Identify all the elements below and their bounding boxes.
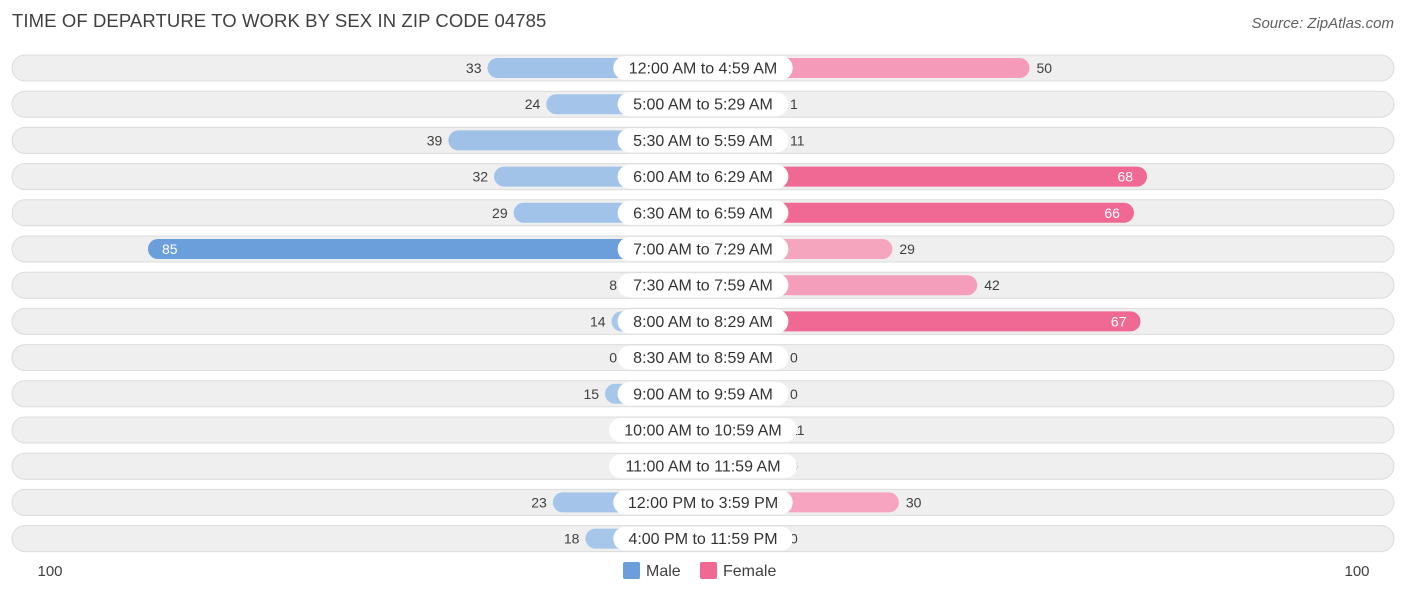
category-label: 8:00 AM to 8:29 AM <box>633 314 773 331</box>
legend-male-swatch <box>623 562 640 579</box>
category-pill <box>617 164 789 189</box>
chart-row: 33 50 12:00 AM to 4:59 AM <box>11 54 1395 82</box>
chart-row: 23 30 12:00 PM to 3:59 PM <box>11 488 1395 516</box>
category-pill <box>617 345 789 370</box>
category-label: 5:00 AM to 5:29 AM <box>633 97 773 114</box>
value-label-female: 29 <box>899 241 915 257</box>
category-label: 11:00 AM to 11:59 AM <box>625 459 780 476</box>
chart-row: 18 0 4:00 PM to 11:59 PM <box>11 525 1395 553</box>
category-pill <box>613 526 793 551</box>
bar-female <box>703 202 1134 223</box>
category-label: 4:00 PM to 11:59 PM <box>628 531 777 548</box>
axis-max-label: 100 <box>1344 563 1369 580</box>
value-label-male: 33 <box>466 60 482 76</box>
category-label: 8:30 AM to 8:59 AM <box>633 350 773 367</box>
value-label-male: 15 <box>583 386 599 402</box>
chart-row: 32 68 6:00 AM to 6:29 AM <box>11 163 1395 191</box>
category-pill <box>617 128 789 153</box>
chart-row: 8 42 7:30 AM to 7:59 AM <box>11 271 1395 299</box>
value-label-female: 0 <box>790 531 798 547</box>
value-label-female: 42 <box>984 277 1000 293</box>
legend: Male Female <box>623 562 776 580</box>
legend-male-label: Male <box>646 563 681 580</box>
chart-row: 85 29 7:00 AM to 7:29 AM <box>11 235 1395 263</box>
axis-min-label: 100 <box>37 563 62 580</box>
bar-female <box>703 166 1148 187</box>
bar-male <box>147 239 703 259</box>
category-label: 5:30 AM to 5:59 AM <box>633 133 773 150</box>
category-pill <box>609 418 797 442</box>
category-label: 12:00 AM to 4:59 AM <box>629 61 778 78</box>
value-label-female: 30 <box>906 494 922 510</box>
category-pill <box>617 309 789 334</box>
value-label-male: 23 <box>531 494 547 510</box>
chart-row: 0 0 8:30 AM to 8:59 AM <box>11 344 1395 372</box>
chart-row: 39 11 5:30 AM to 5:59 AM <box>11 126 1395 154</box>
category-pill <box>617 381 789 406</box>
value-label-female: 1 <box>790 96 798 112</box>
category-pill <box>617 237 789 261</box>
category-pill <box>617 200 789 225</box>
value-label-male: 18 <box>564 531 580 547</box>
bar-female <box>703 311 1141 332</box>
category-label: 10:00 AM to 10:59 AM <box>624 423 781 440</box>
chart-row: 3011:00 AM to 11:59 AM <box>11 452 1395 480</box>
chart-row: 15 0 9:00 AM to 9:59 AM <box>11 380 1395 408</box>
value-label-male: 8 <box>609 277 617 293</box>
source-label: Source: ZipAtlas.com <box>1251 15 1394 32</box>
category-pill <box>617 92 789 117</box>
value-label-male: 24 <box>525 96 541 112</box>
category-pill <box>609 454 797 479</box>
category-label: 7:30 AM to 7:59 AM <box>633 278 773 295</box>
value-label-male: 32 <box>472 169 488 185</box>
value-label-female: 67 <box>1111 313 1127 329</box>
category-label: 6:00 AM to 6:29 AM <box>633 169 773 186</box>
value-label-female: 66 <box>1104 205 1120 221</box>
legend-female-swatch <box>700 562 717 579</box>
chart-title: TIME OF DEPARTURE TO WORK BY SEX IN ZIP … <box>12 10 547 31</box>
category-pill <box>617 273 789 298</box>
value-label-male: 85 <box>162 241 178 257</box>
category-pill <box>613 56 793 80</box>
category-label: 12:00 PM to 3:59 PM <box>628 495 778 512</box>
value-label-female: 11 <box>790 132 805 148</box>
value-label-female: 0 <box>790 350 798 366</box>
category-label: 7:00 AM to 7:29 AM <box>633 242 773 259</box>
value-label-female: 68 <box>1117 169 1133 185</box>
category-pill <box>613 490 793 515</box>
category-label: 9:00 AM to 9:59 AM <box>633 386 773 403</box>
value-label-male: 29 <box>492 205 508 221</box>
category-label: 6:30 AM to 6:59 AM <box>633 205 773 222</box>
value-label-male: 39 <box>427 132 443 148</box>
chart-row: 51110:00 AM to 10:59 AM <box>11 416 1395 444</box>
legend-female-label: Female <box>723 563 776 580</box>
value-label-male: 14 <box>590 313 606 329</box>
chart-row: 14 67 8:00 AM to 8:29 AM <box>11 307 1395 335</box>
value-label-female: 0 <box>790 386 798 402</box>
value-label-female: 50 <box>1037 60 1053 76</box>
value-label-male: 0 <box>609 350 617 366</box>
chart-row: 29 66 6:30 AM to 6:59 AM <box>11 199 1395 227</box>
chart-row: 24 1 5:00 AM to 5:29 AM <box>11 90 1395 118</box>
